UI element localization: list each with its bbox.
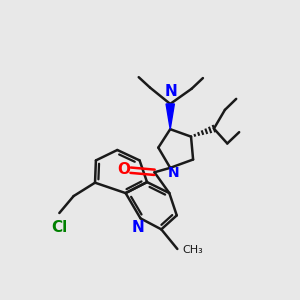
Text: N: N [167,166,179,180]
Text: O: O [118,162,130,177]
Text: Cl: Cl [51,220,68,235]
Polygon shape [166,104,174,129]
Text: CH₃: CH₃ [183,245,203,256]
Text: N: N [164,85,177,100]
Text: N: N [132,220,145,235]
